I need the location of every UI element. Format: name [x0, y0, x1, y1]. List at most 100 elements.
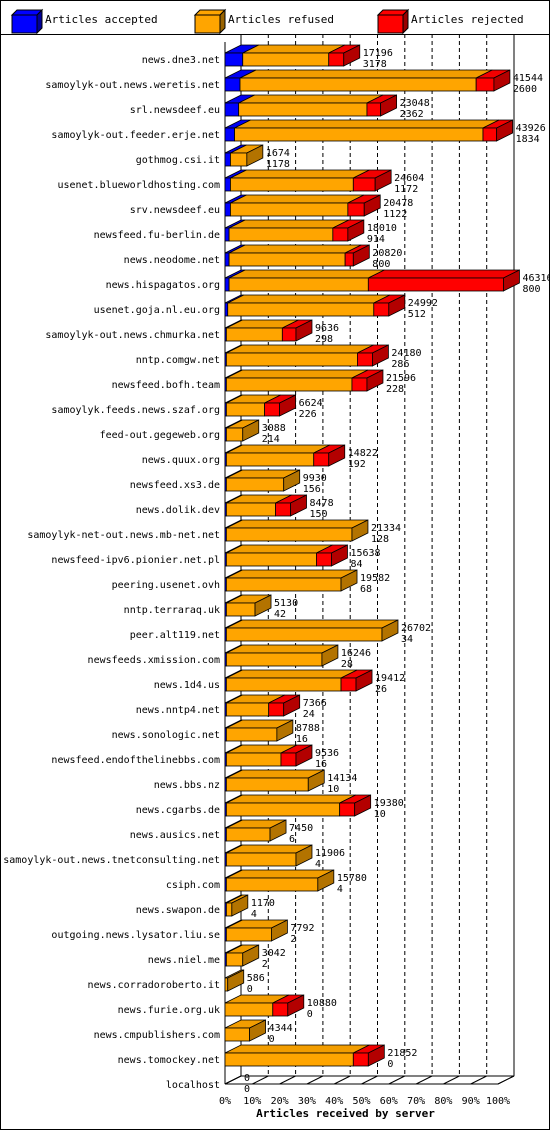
- x-tick-mark: [497, 1075, 515, 1085]
- bar-segment-refused: [228, 269, 385, 292]
- bar-side: [317, 869, 335, 892]
- bar-side: [283, 469, 301, 492]
- bar-front: [225, 502, 276, 517]
- data-label-total: 21334: [371, 523, 401, 534]
- data-label-total: 6624: [299, 398, 323, 409]
- data-label-accepted: 226: [299, 409, 317, 420]
- bar-segment-refused: [230, 144, 264, 167]
- bar-segment-refused: [225, 944, 260, 967]
- data-label-total: 20820: [372, 248, 402, 259]
- bar-top: [226, 519, 369, 529]
- legend-swatch: [377, 14, 404, 34]
- category-label: news.dolik.dev: [136, 505, 220, 516]
- bar-front: [224, 252, 230, 267]
- bar-top: [226, 544, 333, 554]
- bar-side: [279, 394, 297, 417]
- category-label: newsfeed.endofthelinebbs.com: [51, 755, 220, 766]
- category-label: news.furie.org.uk: [118, 1005, 220, 1016]
- bar-segment-rejected: [367, 269, 520, 292]
- bar-side: [363, 194, 381, 217]
- bar-segment-rejected: [475, 69, 511, 92]
- bar-front: [281, 327, 297, 342]
- bar-front: [264, 402, 280, 417]
- bar-segment-refused: [228, 244, 362, 267]
- data-label-total: 1170: [251, 898, 275, 909]
- bar-side: [493, 69, 511, 92]
- data-label-total: 23048: [400, 98, 430, 109]
- bar-side: [246, 144, 264, 167]
- data-label-total: 11906: [315, 848, 345, 859]
- bar-top: [230, 194, 365, 204]
- bar-side: [354, 794, 372, 817]
- data-label-accepted: 1172: [394, 184, 418, 195]
- bar-top: [228, 244, 362, 254]
- bar-side: [242, 419, 260, 442]
- legend: Articles accepted Articles refused Article…: [10, 8, 524, 35]
- x-tick-label: 80%: [434, 1096, 452, 1107]
- bar-segment-rejected: [482, 119, 514, 142]
- x-tick-label: 70%: [407, 1096, 425, 1107]
- bar-front: [228, 227, 334, 242]
- data-label-total: 41544: [513, 73, 543, 84]
- data-label-accepted: 24: [303, 709, 315, 720]
- category-label: samoylyk-out.news.weretis.net: [45, 80, 220, 91]
- bar-top: [226, 769, 325, 779]
- data-label-accepted: 2362: [400, 109, 424, 120]
- bar-front: [224, 277, 230, 292]
- data-label-total: 14822: [348, 448, 378, 459]
- data-label-total: 8478: [310, 498, 334, 509]
- bar-segment-rejected: [272, 994, 305, 1017]
- bar-top: [368, 269, 520, 279]
- bar-side: [331, 544, 348, 567]
- bar-top: [227, 294, 390, 304]
- category-label: usenet.blueworldhosting.com: [57, 180, 220, 191]
- data-label-total: 43926: [516, 123, 546, 134]
- legend-item-1: Articles accepted: [10, 8, 158, 35]
- data-label-accepted: 192: [348, 459, 366, 470]
- bar-front: [224, 152, 231, 167]
- data-label-total: 18010: [367, 223, 397, 234]
- data-label-accepted: 0: [247, 984, 253, 995]
- bar-front: [225, 527, 353, 542]
- bars: news.dne3.net171963178samoylyk-out.news.…: [3, 44, 550, 1095]
- bar-top: [226, 794, 356, 804]
- x-axis-title: Articles received by server: [256, 1107, 435, 1120]
- data-label-total: 15638: [350, 548, 380, 559]
- bar-front: [225, 402, 265, 417]
- data-label-accepted: 26: [375, 684, 387, 695]
- x-tick-label: 60%: [380, 1096, 398, 1107]
- bar-segment-refused: [225, 594, 272, 617]
- bar-top: [230, 169, 370, 179]
- bar-front: [268, 702, 285, 717]
- bar-segment-refused: [225, 494, 292, 517]
- bar-segment-rejected: [328, 44, 361, 67]
- bar-side: [328, 444, 346, 467]
- category-label: news.neodome.net: [124, 255, 220, 266]
- data-label-total: 5130: [274, 598, 298, 609]
- bar-side: [374, 169, 392, 192]
- bar-front: [224, 1052, 354, 1067]
- x-tick-label: 10%: [243, 1096, 261, 1107]
- bar-front: [316, 552, 332, 567]
- bar-top: [226, 369, 369, 379]
- data-label-accepted: 914: [367, 234, 385, 245]
- bar-front: [224, 302, 229, 317]
- bar-segment-rejected: [347, 194, 381, 217]
- x-tick-label: 100%: [486, 1096, 510, 1107]
- bar-segment-refused: [234, 119, 500, 142]
- data-label-accepted: 800: [522, 284, 540, 295]
- data-label-accepted: 128: [371, 534, 389, 545]
- data-label-total: 7450: [289, 823, 313, 834]
- data-label-accepted: 2: [290, 934, 296, 945]
